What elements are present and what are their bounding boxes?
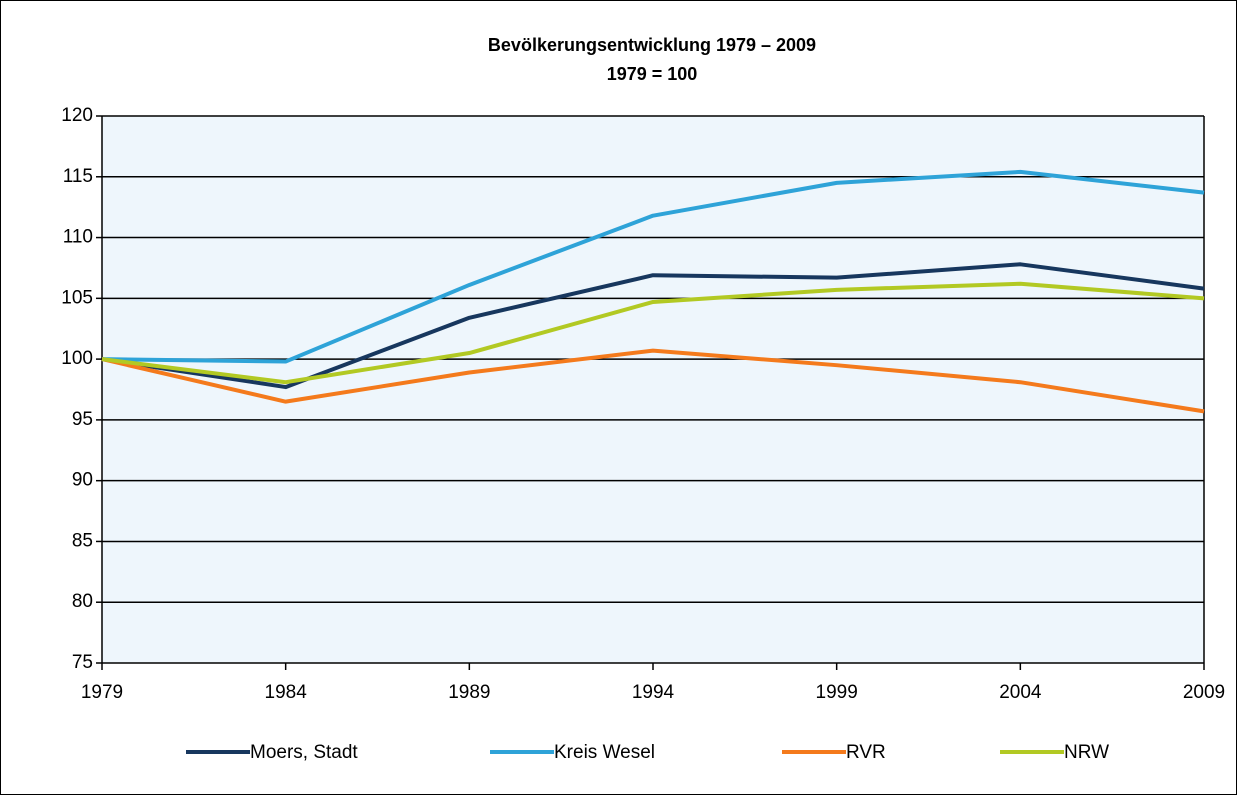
series-line xyxy=(101,281,1205,385)
y-tick-label: 110 xyxy=(63,227,93,248)
y-tick-label: 95 xyxy=(72,409,93,430)
legend-label: RVR xyxy=(846,742,886,763)
legend-label: NRW xyxy=(1064,742,1109,763)
x-tick-label: 1979 xyxy=(81,682,123,703)
y-tick-label: 105 xyxy=(61,287,93,308)
legend-label: Moers, Stadt xyxy=(250,742,358,763)
y-tick-label: 80 xyxy=(72,591,93,612)
x-tick-label: 1989 xyxy=(448,682,490,703)
y-tick-label: 85 xyxy=(72,530,93,551)
y-tick-label: 120 xyxy=(61,105,93,126)
plot-area xyxy=(102,116,1204,663)
legend-label: Kreis Wesel xyxy=(554,742,655,763)
x-tick-label: 1999 xyxy=(816,682,858,703)
series-line xyxy=(101,262,1205,390)
x-tick-label: 2009 xyxy=(1183,682,1225,703)
y-tick-label: 90 xyxy=(72,470,93,491)
chart-subtitle: 1979 = 100 xyxy=(607,64,698,84)
series-line xyxy=(101,169,1205,364)
x-tick-label: 2004 xyxy=(999,682,1042,703)
series-line xyxy=(101,348,1205,414)
x-tick-label: 1984 xyxy=(265,682,308,703)
chart-title: Bevölkerungsentwicklung 1979 – 2009 xyxy=(488,35,816,55)
y-tick-label: 100 xyxy=(61,348,93,369)
y-tick-label: 115 xyxy=(63,166,93,187)
y-tick-label: 75 xyxy=(72,652,93,673)
x-tick-label: 1994 xyxy=(632,682,675,703)
